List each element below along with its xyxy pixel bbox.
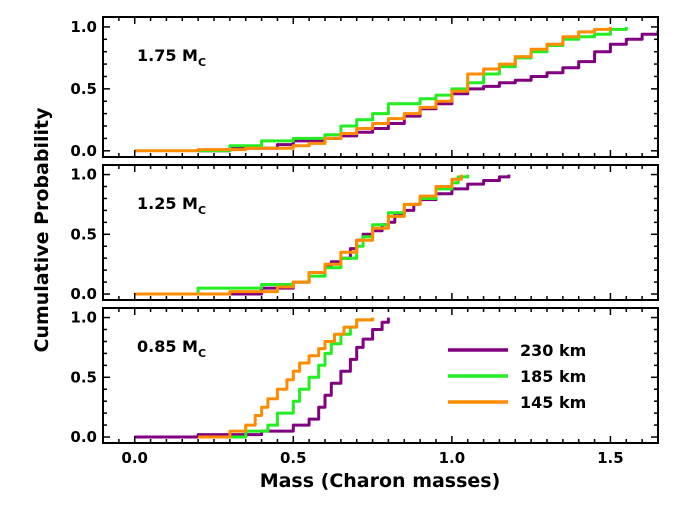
series-lines: [134, 26, 658, 153]
panel-mass-label: 1.75 MC: [137, 46, 206, 69]
y-tick-label: 0.0: [70, 285, 97, 303]
series-lines: [134, 174, 511, 296]
y-tick-label: 0.0: [70, 142, 97, 160]
series-line-230-km: [198, 174, 511, 296]
y-tick-label: 1.0: [70, 166, 97, 184]
y-tick-label: 0.5: [70, 368, 97, 386]
y-axis-label: Cumulative Probability: [31, 107, 53, 353]
series-line-230-km: [198, 30, 658, 153]
panel-frame: [102, 307, 659, 444]
series-line-185-km: [198, 317, 375, 439]
panel-mass-label-subscript: C: [198, 204, 206, 217]
panel-1: 0.0 0.5 1.0 1.75 MC: [70, 16, 659, 160]
series-line-145-km: [134, 174, 463, 296]
panel-frame: [102, 164, 659, 301]
series-line-185-km: [134, 174, 470, 296]
panel-2: 0.0 0.5 1.0 1.25 MC: [70, 164, 659, 303]
panel-frame: [102, 16, 659, 158]
y-tick-label: 0.5: [70, 225, 97, 243]
panel-mass-label: 0.85 MC: [137, 337, 206, 360]
y-tick-label: 1.0: [70, 18, 97, 36]
series-line-145-km: [198, 317, 375, 439]
y-tick-label: 1.0: [70, 309, 97, 327]
panel-mass-label-subscript: C: [198, 347, 206, 360]
x-tick-labels: 0.0 0.5 1.0 1.5: [121, 449, 623, 467]
panel-mass-label: 1.25 MC: [137, 194, 206, 217]
legend-label: 185 km: [520, 367, 586, 386]
x-tick-label: 1.5: [597, 449, 624, 467]
x-tick-label: 0.5: [280, 449, 307, 467]
legend: 230 km 185 km 145 km: [448, 341, 586, 412]
legend-item: 145 km: [448, 393, 586, 412]
panels: 0.0 0.5 1.0 1.75 MC 0.0 0.5 1.0 1.25 MC 0.0 0.5 1.…: [70, 16, 659, 446]
x-axis-label: Mass (Charon masses): [260, 470, 501, 492]
x-tick-label: 1.0: [439, 449, 466, 467]
x-tick-label: 0.0: [121, 449, 148, 467]
panel-3: 0.0 0.5 1.0 0.85 MC: [70, 307, 659, 446]
series-line-145-km: [134, 26, 612, 153]
legend-item: 185 km: [448, 367, 586, 386]
series-line-230-km: [134, 317, 390, 439]
legend-label: 145 km: [520, 393, 586, 412]
y-tick-label: 0.5: [70, 80, 97, 98]
panel-mass-label-subscript: C: [198, 56, 206, 69]
legend-label: 230 km: [520, 341, 586, 360]
legend-item: 230 km: [448, 341, 586, 360]
series-lines: [134, 317, 390, 439]
y-tick-label: 0.0: [70, 428, 97, 446]
